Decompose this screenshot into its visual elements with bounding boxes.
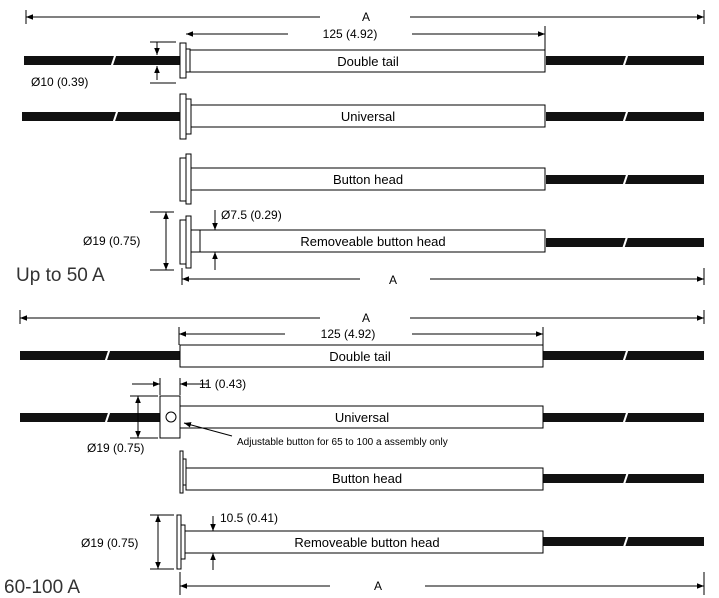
head-flange (179, 219, 187, 265)
bottom-dimension-label: A (374, 579, 382, 593)
variant-double-tail (20, 344, 704, 368)
adjustment-hole-icon (165, 411, 177, 423)
tail-right (543, 474, 704, 483)
fuse-body (184, 530, 544, 554)
button-diameter-label: Ø7.5 (0.29) (221, 208, 282, 222)
fuse-body (179, 405, 544, 429)
bottom-section (19, 310, 705, 595)
fuse-body (185, 467, 544, 491)
head-diameter-label: Ø19 (0.75) (81, 536, 138, 550)
variant-label: Button head (332, 471, 402, 486)
top-labels: A 125 (4.92) Double tail Ø10 (0.39) Univ… (16, 10, 446, 287)
variant-removeable-button-head (179, 215, 704, 269)
bottom-dimension-label: A (389, 273, 397, 287)
variant-label: Universal (341, 109, 395, 124)
head-flange (179, 42, 187, 79)
fuse-body (190, 167, 546, 191)
bottom-labels: A 125 (4.92) Double tail 11 (0.43) Unive… (4, 311, 448, 598)
fuse-body (189, 49, 546, 73)
variant-button-head (179, 450, 704, 494)
tail-right (543, 351, 704, 360)
top-section (22, 10, 705, 285)
variant-label: Button head (333, 172, 403, 187)
tail-left (20, 351, 180, 360)
body-length-label: 125 (4.92) (321, 327, 376, 341)
variant-label: Double tail (329, 349, 391, 364)
head-diameter-label: Ø19 (0.75) (83, 234, 140, 248)
button-diameter-label: 10.5 (0.41) (220, 511, 278, 525)
overall-dimension-label: A (362, 10, 370, 24)
head-flange (179, 93, 187, 140)
fuse-body (190, 104, 546, 128)
body-length-label: 125 (4.92) (323, 27, 378, 41)
tail-left (24, 56, 180, 65)
tail-right (543, 413, 704, 422)
variant-button-head (179, 153, 704, 205)
tail-left (22, 112, 180, 121)
button-width-label: 11 (0.43) (199, 377, 246, 391)
section-heading: Up to 50 A (16, 265, 105, 286)
head-diameter-label: Ø19 (0.75) (87, 441, 144, 455)
variant-label: Universal (335, 410, 389, 425)
tail-diameter-label: Ø10 (0.39) (31, 75, 88, 89)
variant-universal (22, 93, 704, 140)
fuse-body (179, 344, 544, 368)
leader-arrow (183, 422, 233, 437)
section-heading: 60-100 A (4, 577, 80, 598)
variant-double-tail (24, 42, 704, 79)
head-flange (179, 157, 187, 202)
variant-universal (20, 395, 704, 439)
variant-label: Removeable button head (294, 535, 439, 550)
overall-dimension-label: A (362, 311, 370, 325)
tail-left (20, 413, 160, 422)
adjustable-note: Adjustable button for 65 to 100 a assemb… (237, 437, 448, 448)
head-flange (176, 514, 182, 570)
variant-removeable-button-head (176, 514, 704, 570)
tail-right (543, 537, 704, 546)
fuse-body (199, 229, 546, 253)
variant-label: Removeable button head (300, 234, 445, 249)
variant-label: Double tail (337, 54, 399, 69)
